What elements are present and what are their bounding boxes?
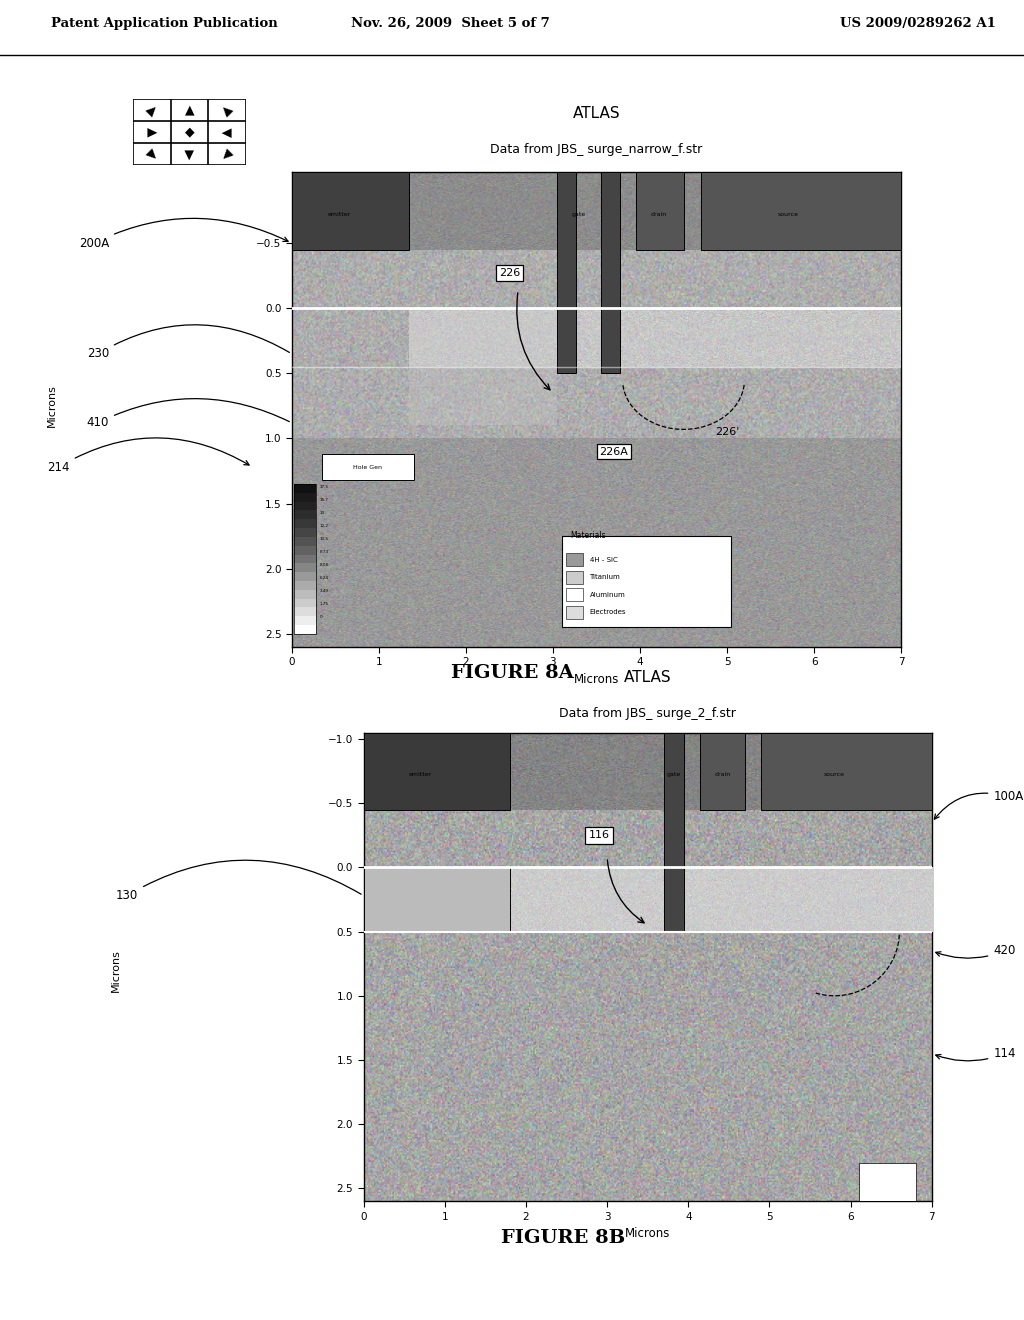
Bar bbox=[295, 484, 316, 492]
FancyBboxPatch shape bbox=[561, 536, 731, 627]
Text: ▲: ▲ bbox=[145, 127, 159, 137]
Bar bbox=[295, 607, 316, 616]
Text: emitter: emitter bbox=[328, 213, 351, 216]
Text: 14: 14 bbox=[319, 511, 325, 515]
Text: ATLAS: ATLAS bbox=[572, 106, 621, 121]
Text: 230: 230 bbox=[87, 325, 290, 360]
Text: 130: 130 bbox=[116, 861, 361, 902]
Text: 3.49: 3.49 bbox=[319, 589, 329, 593]
Text: gate: gate bbox=[667, 772, 681, 777]
Text: 17.5: 17.5 bbox=[319, 484, 329, 488]
Text: Hole Gen: Hole Gen bbox=[353, 465, 382, 470]
Bar bbox=[601, 172, 620, 374]
Text: 6.24: 6.24 bbox=[319, 576, 329, 579]
Bar bbox=[566, 553, 584, 566]
Bar bbox=[566, 606, 584, 619]
Bar bbox=[762, 733, 932, 809]
Text: 8.08: 8.08 bbox=[319, 562, 329, 566]
Text: 15.7: 15.7 bbox=[319, 498, 329, 502]
Bar bbox=[295, 545, 316, 554]
Text: 100A: 100A bbox=[934, 791, 1024, 820]
Text: Electrodes: Electrodes bbox=[590, 610, 626, 615]
X-axis label: Microns: Microns bbox=[573, 673, 620, 686]
Bar bbox=[295, 502, 316, 511]
Bar bbox=[295, 590, 316, 598]
Text: source: source bbox=[777, 213, 799, 216]
Bar bbox=[295, 492, 316, 502]
Text: Microns: Microns bbox=[111, 949, 121, 991]
Text: ATLAS: ATLAS bbox=[624, 671, 672, 685]
Bar bbox=[295, 564, 316, 572]
Text: 12.2: 12.2 bbox=[319, 524, 329, 528]
Bar bbox=[636, 172, 683, 249]
Text: 114: 114 bbox=[936, 1047, 1016, 1061]
Text: drain: drain bbox=[651, 213, 668, 216]
Text: ▲: ▲ bbox=[219, 147, 234, 162]
Bar bbox=[700, 172, 901, 249]
Bar bbox=[295, 624, 316, 634]
Bar bbox=[566, 570, 584, 583]
Bar bbox=[295, 581, 316, 590]
Text: 200A: 200A bbox=[79, 218, 288, 249]
Text: ◆: ◆ bbox=[184, 125, 195, 139]
Text: Aluminum: Aluminum bbox=[590, 591, 626, 598]
Bar bbox=[295, 572, 316, 581]
Text: 8.73: 8.73 bbox=[319, 549, 329, 554]
Text: drain: drain bbox=[715, 772, 730, 777]
Bar bbox=[557, 172, 577, 374]
Text: FIGURE 8B: FIGURE 8B bbox=[501, 1229, 626, 1247]
Text: 226A: 226A bbox=[599, 446, 629, 457]
Text: 4H - SiC: 4H - SiC bbox=[590, 557, 617, 562]
Bar bbox=[295, 554, 316, 564]
Text: gate: gate bbox=[572, 213, 586, 216]
Bar bbox=[295, 528, 316, 537]
Text: 410: 410 bbox=[87, 399, 290, 429]
Bar bbox=[700, 733, 745, 809]
Text: 1.75: 1.75 bbox=[319, 602, 329, 606]
Bar bbox=[295, 484, 316, 634]
Text: 226: 226 bbox=[499, 268, 520, 279]
Bar bbox=[364, 733, 510, 809]
Bar bbox=[410, 309, 557, 425]
Text: ▲: ▲ bbox=[220, 127, 233, 137]
Text: 0: 0 bbox=[319, 615, 323, 619]
Text: emitter: emitter bbox=[409, 772, 432, 777]
Bar bbox=[323, 454, 414, 480]
Text: ▲: ▲ bbox=[144, 102, 160, 117]
Bar bbox=[295, 537, 316, 545]
Text: Microns: Microns bbox=[47, 384, 56, 428]
Text: Data from JBS_ surge_2_f.str: Data from JBS_ surge_2_f.str bbox=[559, 708, 736, 719]
Bar bbox=[664, 733, 684, 932]
Text: ▲: ▲ bbox=[184, 148, 195, 161]
Text: Data from JBS_ surge_narrow_f.str: Data from JBS_ surge_narrow_f.str bbox=[490, 144, 702, 156]
Text: source: source bbox=[824, 772, 845, 777]
Bar bbox=[292, 172, 410, 249]
Text: 420: 420 bbox=[936, 944, 1016, 958]
Bar bbox=[295, 598, 316, 607]
X-axis label: Microns: Microns bbox=[625, 1228, 671, 1241]
Text: 116: 116 bbox=[589, 830, 609, 841]
Text: 226': 226' bbox=[715, 426, 739, 437]
Text: ▲: ▲ bbox=[219, 102, 234, 117]
Bar bbox=[364, 867, 510, 932]
Text: 10.5: 10.5 bbox=[319, 537, 329, 541]
Text: ▲: ▲ bbox=[144, 147, 160, 162]
Bar bbox=[566, 589, 584, 601]
Text: US 2009/0289262 A1: US 2009/0289262 A1 bbox=[840, 17, 995, 30]
Bar bbox=[295, 616, 316, 624]
Bar bbox=[295, 511, 316, 519]
Text: Materials: Materials bbox=[570, 531, 606, 540]
Text: Patent Application Publication: Patent Application Publication bbox=[51, 17, 278, 30]
Text: ▲: ▲ bbox=[184, 103, 195, 116]
Bar bbox=[859, 1163, 915, 1201]
Bar bbox=[295, 519, 316, 528]
Text: FIGURE 8A: FIGURE 8A bbox=[451, 664, 573, 682]
Text: Nov. 26, 2009  Sheet 5 of 7: Nov. 26, 2009 Sheet 5 of 7 bbox=[351, 17, 550, 30]
Text: 214: 214 bbox=[47, 438, 249, 474]
Text: Titanium: Titanium bbox=[590, 574, 621, 581]
